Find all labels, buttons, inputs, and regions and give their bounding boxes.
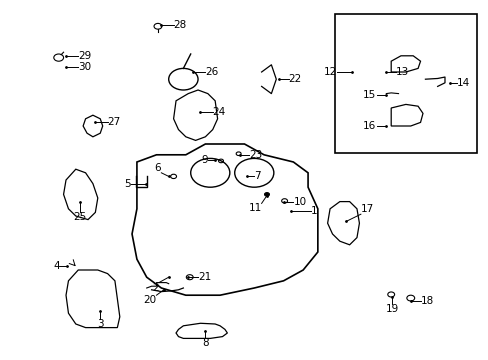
Text: 14: 14: [456, 78, 469, 88]
Text: 17: 17: [360, 204, 373, 214]
Text: 5: 5: [124, 179, 131, 189]
Text: 1: 1: [310, 206, 317, 216]
Text: 22: 22: [288, 74, 301, 84]
Text: 27: 27: [107, 117, 121, 127]
Text: 6: 6: [154, 163, 161, 173]
Text: 18: 18: [420, 296, 433, 306]
Text: 23: 23: [249, 150, 262, 160]
Text: 2: 2: [152, 283, 159, 293]
Text: 4: 4: [53, 261, 60, 271]
Text: 30: 30: [78, 62, 91, 72]
Text: 13: 13: [395, 67, 408, 77]
Text: 16: 16: [363, 121, 376, 131]
Text: 25: 25: [73, 212, 86, 222]
Text: 21: 21: [198, 272, 211, 282]
Text: 8: 8: [202, 338, 208, 348]
Text: 10: 10: [293, 197, 306, 207]
Text: 9: 9: [201, 155, 207, 165]
Text: 19: 19: [385, 304, 398, 314]
Text: 11: 11: [248, 203, 261, 213]
Text: 29: 29: [78, 51, 91, 61]
Text: 7: 7: [254, 171, 261, 181]
Text: 15: 15: [363, 90, 376, 100]
Bar: [334, 14, 476, 153]
Text: 12: 12: [324, 67, 337, 77]
Circle shape: [264, 193, 269, 196]
Text: 26: 26: [205, 67, 218, 77]
Text: 3: 3: [97, 319, 103, 329]
Text: 20: 20: [143, 295, 156, 305]
Text: 28: 28: [173, 20, 186, 30]
Text: 24: 24: [212, 107, 225, 117]
